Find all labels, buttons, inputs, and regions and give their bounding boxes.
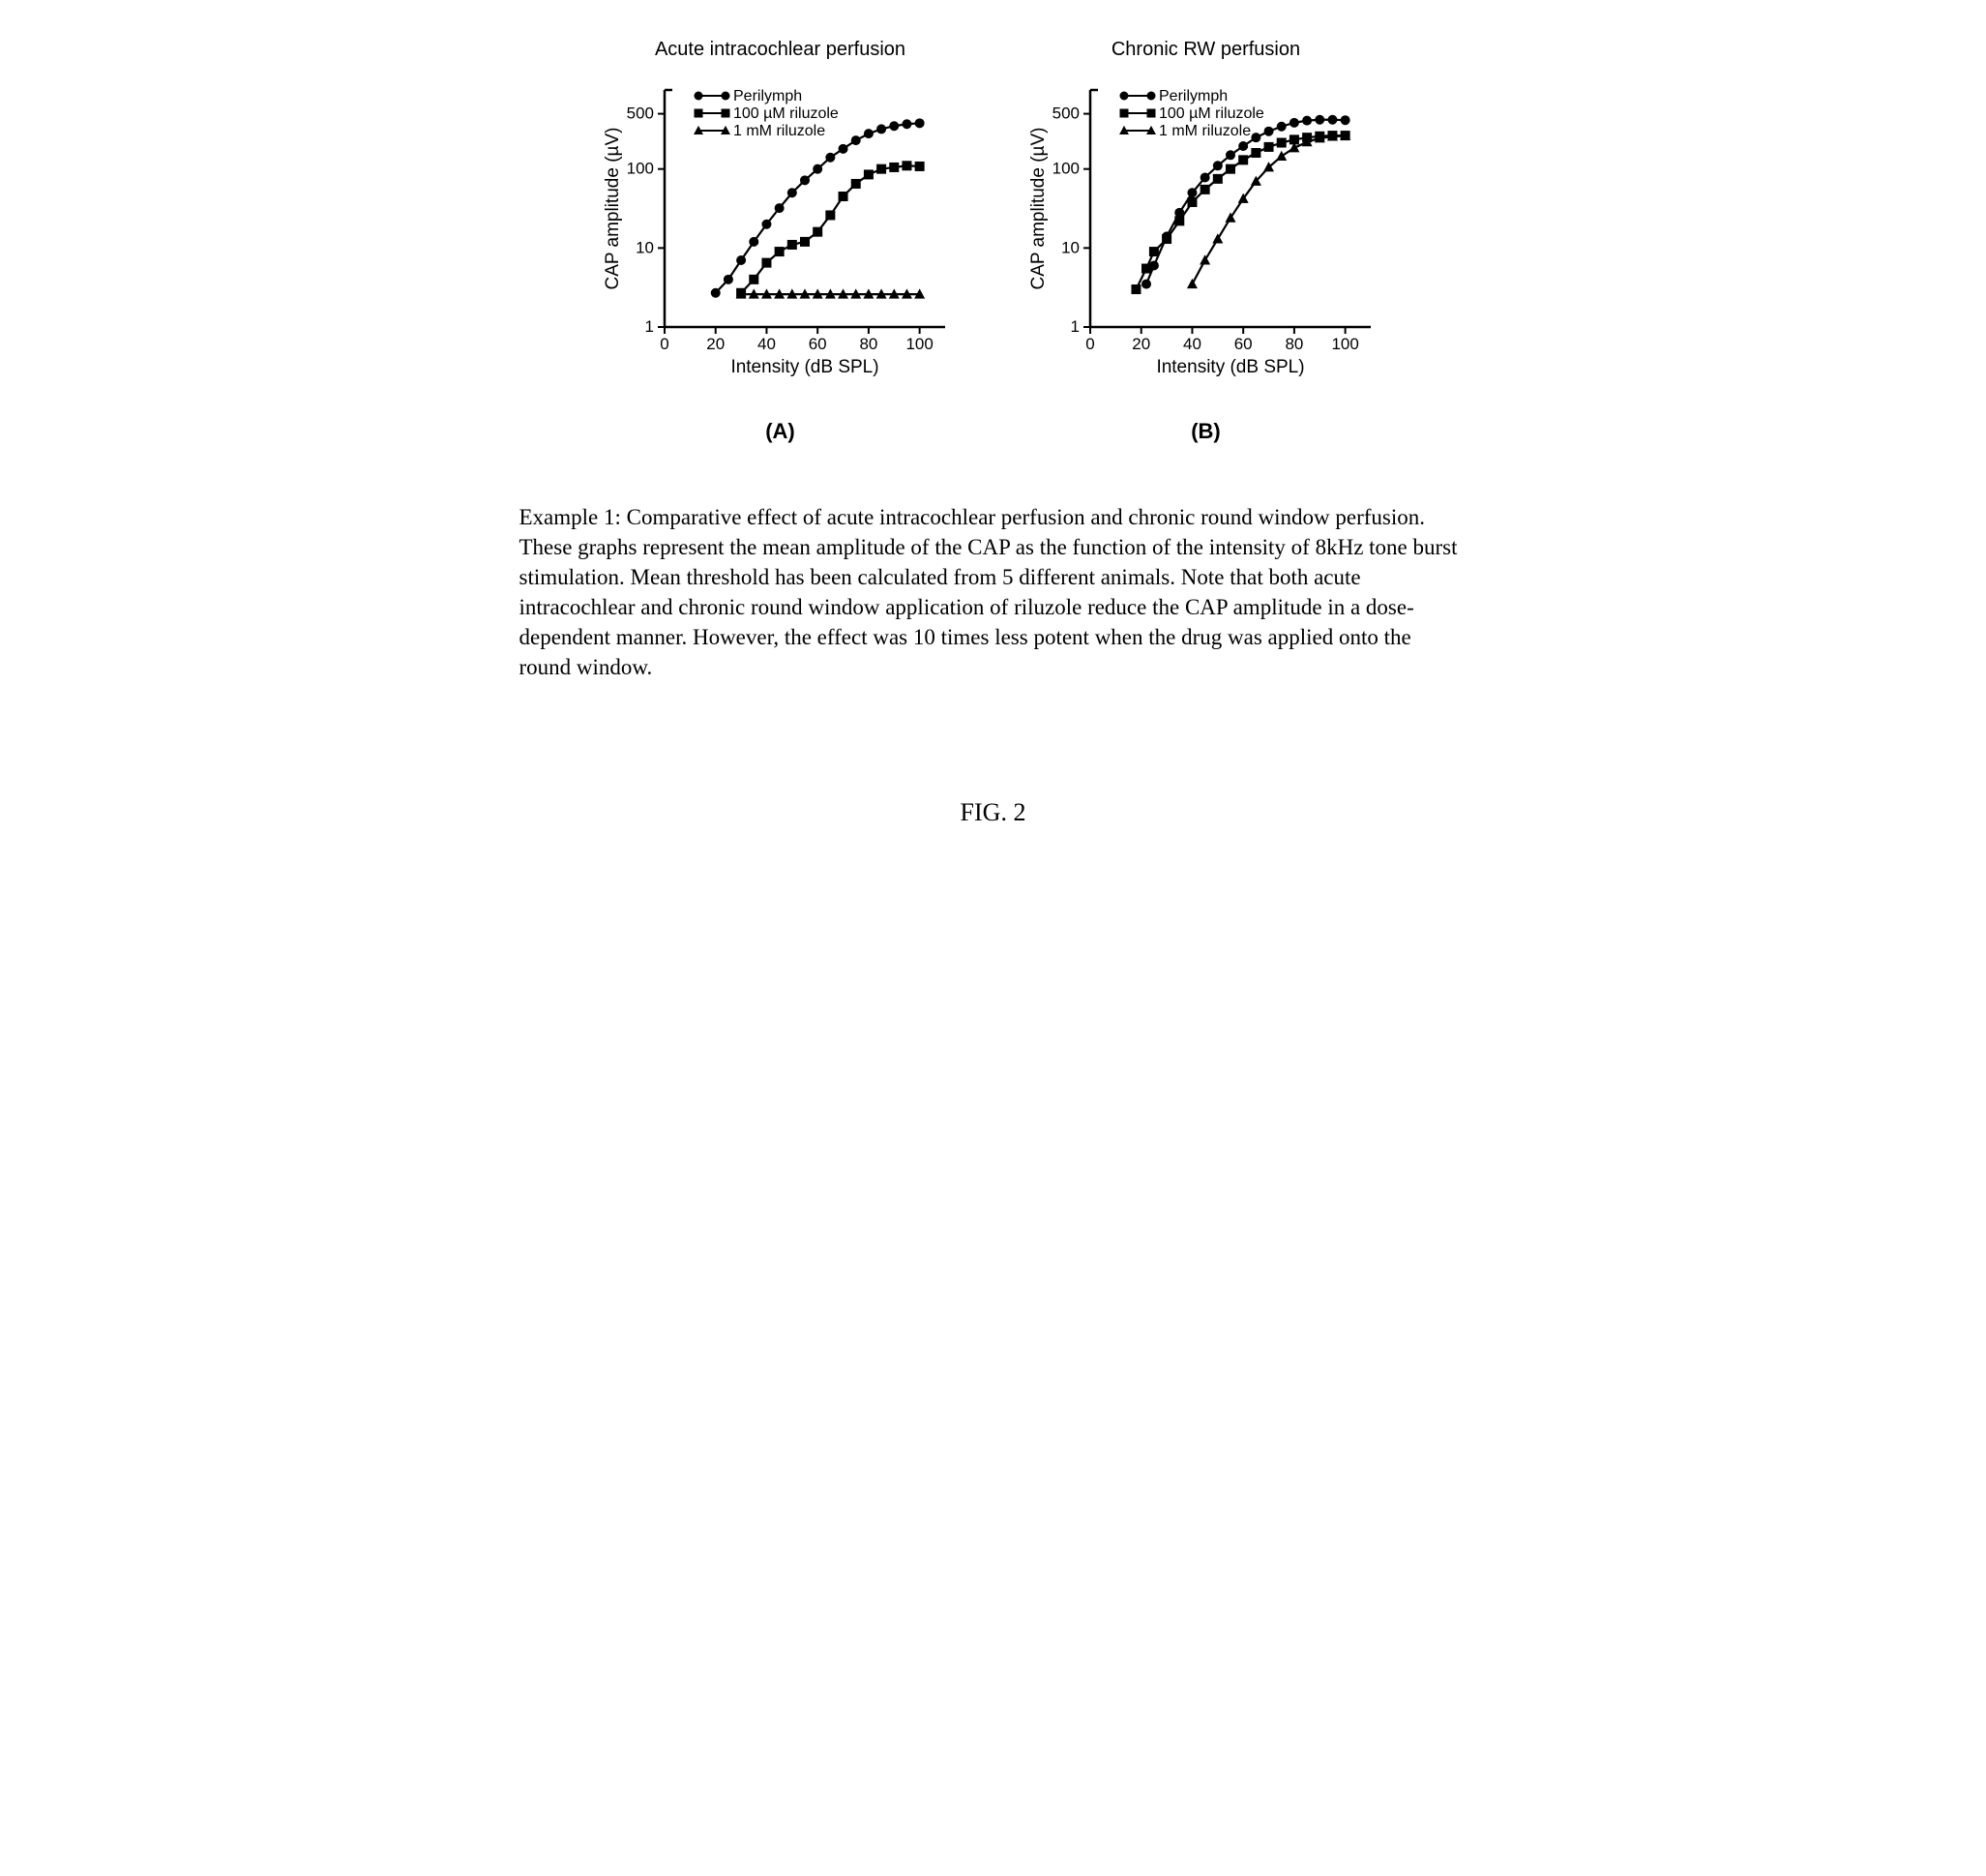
panel-b: Chronic RW perfusion 0 20 40 60 80 100 1 10 100 5… bbox=[1023, 39, 1390, 444]
svg-text:20: 20 bbox=[1132, 335, 1150, 353]
svg-text:0: 0 bbox=[1085, 335, 1094, 353]
figure-container: Acute intracochlear perfusion 0 20 40 60 80 1… bbox=[519, 39, 1467, 827]
panel-a-chart: 0 20 40 60 80 100 1 10 100 500 Intensity (dB SPL) C… bbox=[597, 71, 964, 380]
svg-text:100: 100 bbox=[626, 160, 653, 178]
svg-text:500: 500 bbox=[1052, 104, 1079, 123]
panel-b-title: Chronic RW perfusion bbox=[1112, 39, 1300, 61]
svg-text:60: 60 bbox=[808, 335, 826, 353]
svg-text:10: 10 bbox=[1061, 238, 1080, 256]
svg-text:100: 100 bbox=[1052, 160, 1079, 178]
svg-text:1 mM riluzole: 1 mM riluzole bbox=[1159, 123, 1251, 139]
svg-text:1 mM riluzole: 1 mM riluzole bbox=[733, 123, 825, 139]
svg-text:60: 60 bbox=[1233, 335, 1252, 353]
svg-text:100 µM riluzole: 100 µM riluzole bbox=[1159, 105, 1264, 122]
svg-text:500: 500 bbox=[626, 104, 653, 123]
panel-a-title: Acute intracochlear perfusion bbox=[655, 39, 905, 61]
svg-text:20: 20 bbox=[706, 335, 725, 353]
svg-text:Perilymph: Perilymph bbox=[733, 88, 802, 104]
svg-text:CAP amplitude (µV): CAP amplitude (µV) bbox=[1028, 128, 1049, 290]
svg-text:10: 10 bbox=[636, 238, 654, 256]
figure-number: FIG. 2 bbox=[519, 798, 1467, 827]
svg-text:100: 100 bbox=[905, 335, 933, 353]
panel-b-chart: 0 20 40 60 80 100 1 10 100 500 Intensity (dB SPL) C… bbox=[1023, 71, 1390, 380]
svg-text:80: 80 bbox=[859, 335, 877, 353]
svg-text:Intensity (dB SPL): Intensity (dB SPL) bbox=[730, 357, 878, 377]
panel-b-label: (B) bbox=[1191, 419, 1221, 444]
svg-text:1: 1 bbox=[1070, 317, 1079, 336]
svg-text:100 µM riluzole: 100 µM riluzole bbox=[733, 105, 839, 122]
panel-a-label: (A) bbox=[765, 419, 795, 444]
svg-text:Intensity (dB SPL): Intensity (dB SPL) bbox=[1156, 357, 1304, 377]
svg-text:40: 40 bbox=[756, 335, 775, 353]
panels-row: Acute intracochlear perfusion 0 20 40 60 80 1… bbox=[519, 39, 1467, 444]
svg-text:0: 0 bbox=[660, 335, 668, 353]
svg-text:1: 1 bbox=[644, 317, 653, 336]
svg-text:100: 100 bbox=[1331, 335, 1358, 353]
figure-caption: Example 1: Comparative effect of acute i… bbox=[519, 502, 1467, 682]
svg-text:40: 40 bbox=[1182, 335, 1200, 353]
svg-text:CAP amplitude (µV): CAP amplitude (µV) bbox=[603, 128, 623, 290]
svg-text:80: 80 bbox=[1285, 335, 1303, 353]
svg-text:Perilymph: Perilymph bbox=[1159, 88, 1228, 104]
panel-a: Acute intracochlear perfusion 0 20 40 60 80 1… bbox=[597, 39, 964, 444]
